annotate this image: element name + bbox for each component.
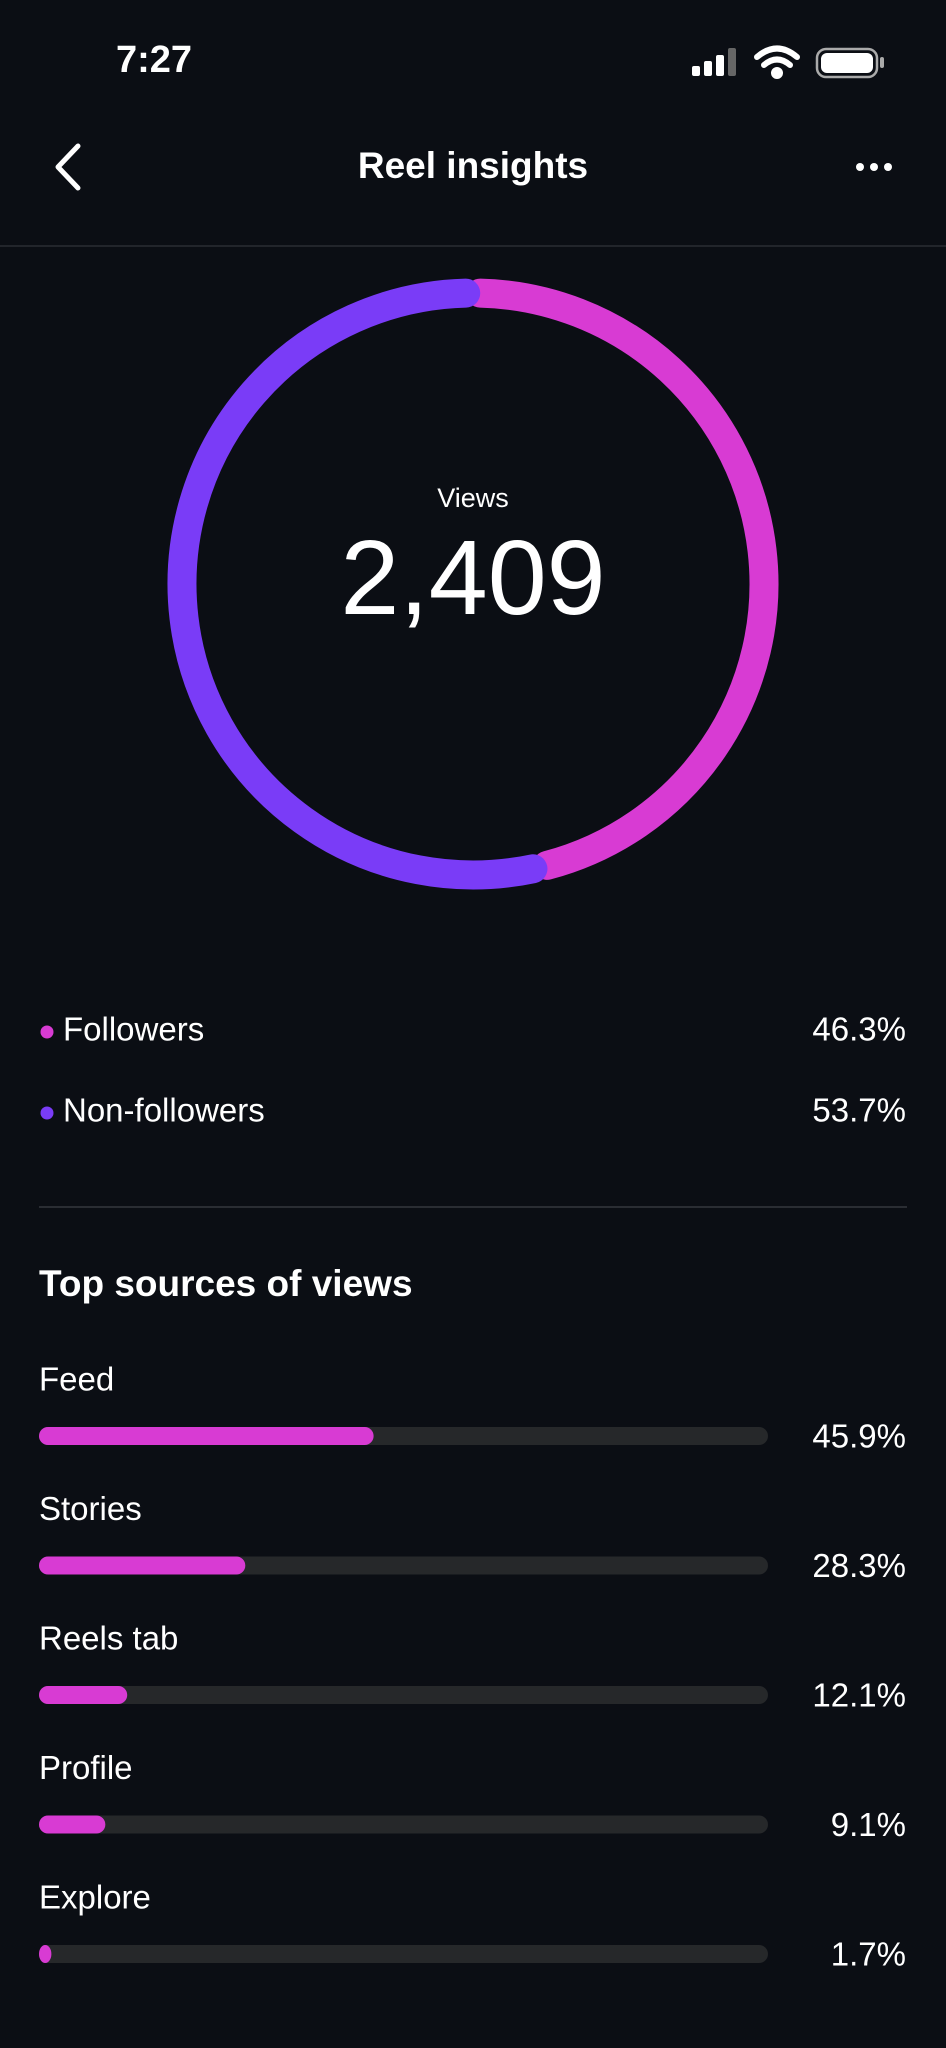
bar-value: 45.9% (812, 1418, 906, 1455)
header-title: Reel insights (358, 145, 588, 186)
bar (39, 1945, 52, 1963)
source-label: Explore (39, 1879, 151, 1916)
signal-icon (692, 48, 736, 76)
more-button[interactable] (856, 163, 892, 171)
donut-center-value: 2,409 (340, 519, 605, 637)
bar (39, 1427, 374, 1445)
legend-dot (40, 1106, 54, 1120)
source-label: Feed (39, 1361, 114, 1398)
donut-segment (167, 278, 548, 890)
donut-center-label: Views (437, 483, 509, 513)
battery-icon (815, 47, 884, 79)
wifi-icon (754, 45, 800, 79)
section-title: Top sources of views (39, 1263, 413, 1304)
legend-dot (40, 1025, 54, 1039)
bar (39, 1556, 246, 1575)
legend-label: Non-followers (63, 1092, 265, 1129)
legend-value: 53.7% (812, 1092, 906, 1129)
source-label: Reels tab (39, 1620, 178, 1657)
status-time: 7:27 (116, 39, 192, 81)
bar (39, 1815, 106, 1834)
bar-value: 9.1% (831, 1806, 906, 1843)
bar-track (39, 1945, 768, 1963)
donut-segment (465, 278, 779, 880)
legend-label: Followers (63, 1011, 204, 1048)
bar-track (39, 1815, 768, 1834)
bar (39, 1686, 128, 1704)
source-label: Stories (39, 1490, 142, 1527)
bar-track (39, 1686, 768, 1704)
source-label: Profile (39, 1749, 133, 1786)
bar-value: 28.3% (812, 1547, 906, 1584)
back-button[interactable] (55, 143, 81, 191)
legend-value: 46.3% (812, 1011, 906, 1048)
bar-value: 12.1% (812, 1677, 906, 1714)
bar-value: 1.7% (831, 1936, 906, 1973)
